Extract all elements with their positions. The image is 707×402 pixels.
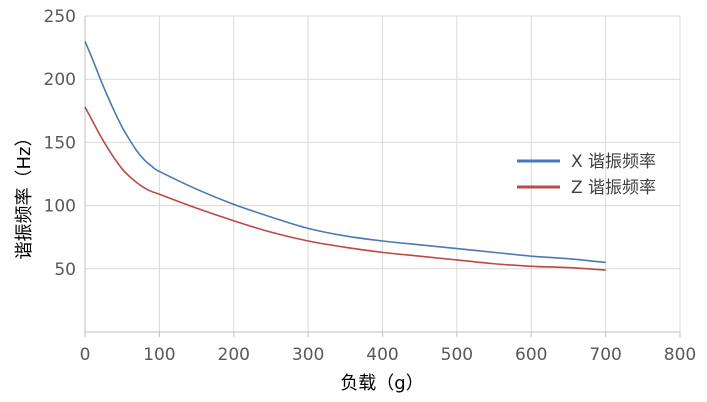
y-tick-label: 100 (44, 197, 76, 217)
series-layer (84, 40, 606, 271)
legend-label-1: Z 谐振频率 (571, 178, 656, 198)
x-tick-label: 400 (366, 345, 398, 365)
x-tick-label: 0 (80, 345, 91, 365)
y-tick-label: 150 (44, 133, 76, 153)
x-tick-label: 100 (143, 345, 175, 365)
series-line-1 (84, 106, 606, 271)
y-tick-label: 250 (44, 7, 76, 27)
legend-label-0: X 谐振频率 (571, 152, 656, 172)
x-axis-title: 负载（g） (340, 373, 423, 394)
x-tick-label: 300 (292, 345, 324, 365)
y-tick-label: 200 (44, 70, 76, 90)
x-tick-label: 800 (664, 345, 696, 365)
grid (85, 15, 681, 332)
x-tick-label: 200 (218, 345, 250, 365)
x-tick-label: 700 (589, 345, 621, 365)
x-tick-label: 600 (515, 345, 547, 365)
y-tick-label: 50 (54, 260, 76, 280)
y-axis-title: 谐振频率（Hz） (14, 129, 35, 260)
tick-labels: 0 100 200 300 400 500 600 700 800 50 100 150 200 250 (44, 7, 697, 365)
axes (84, 16, 681, 337)
series-line-0 (84, 40, 606, 264)
legend: X 谐振频率 Z 谐振频率 (517, 152, 656, 198)
x-tick-label: 500 (441, 345, 473, 365)
